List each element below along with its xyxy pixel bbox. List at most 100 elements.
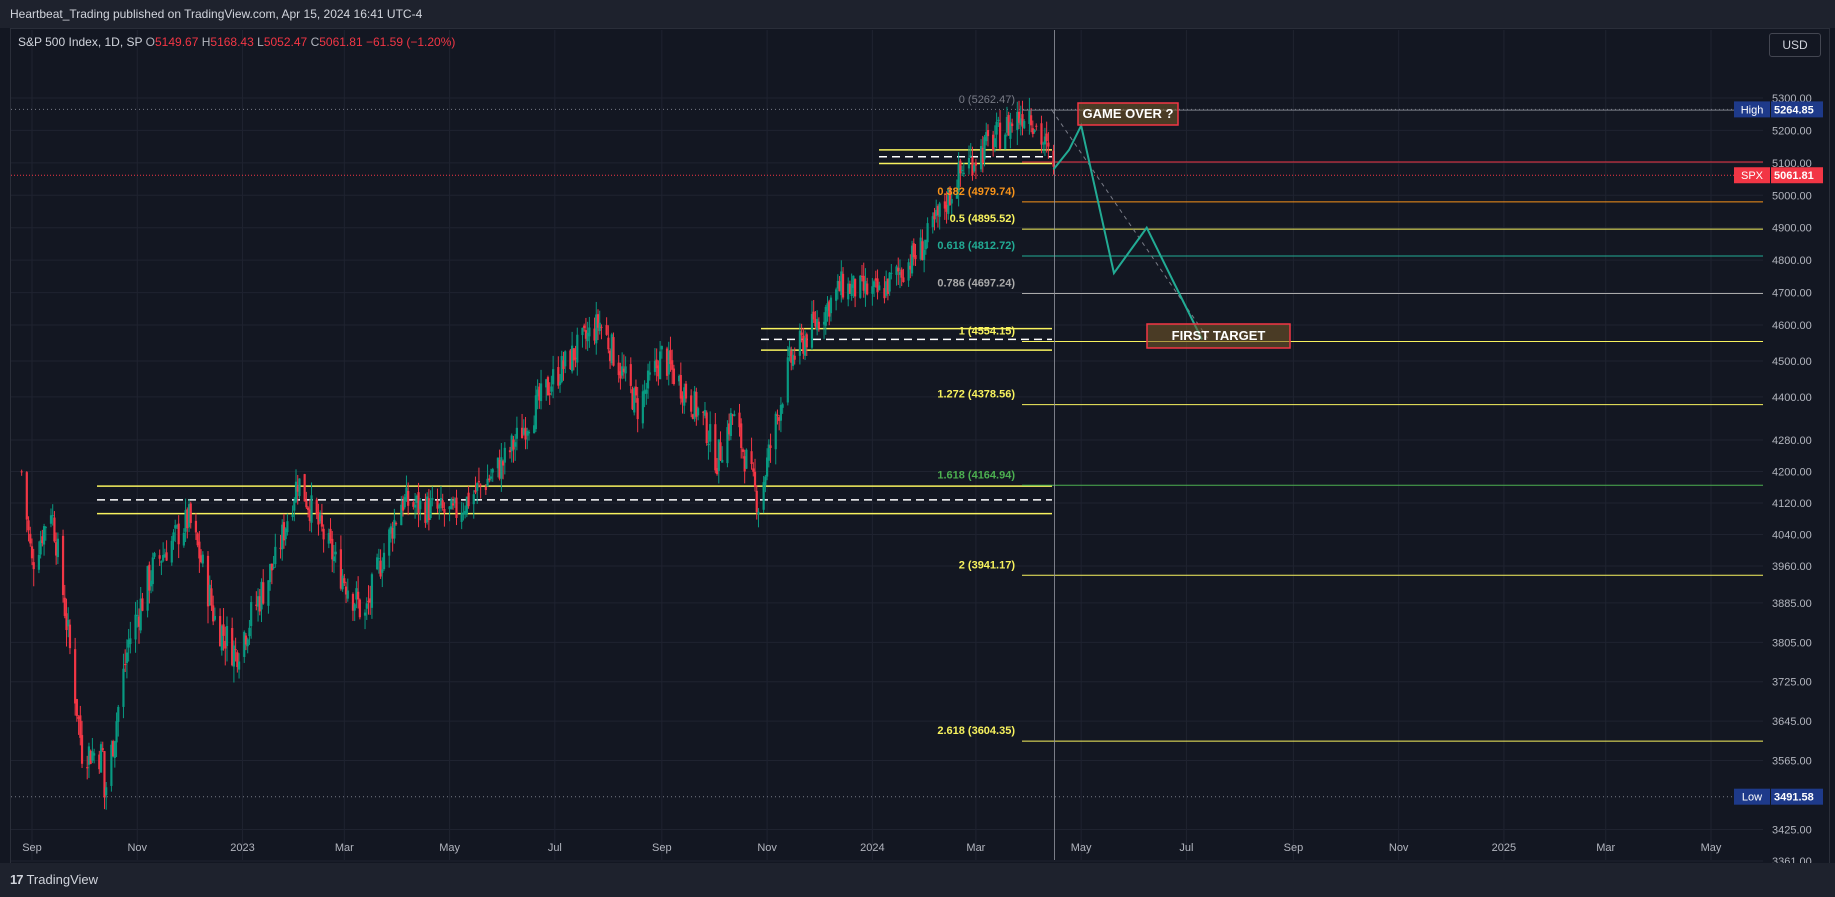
candle-body	[98, 754, 101, 770]
y-tick-label: 5100.00	[1772, 158, 1812, 170]
candle-body	[997, 119, 1000, 121]
candle-body	[935, 209, 938, 217]
candle-body	[460, 512, 463, 522]
candle-body	[645, 389, 648, 394]
open-label: O	[145, 35, 155, 49]
price-tag-label: High	[1741, 104, 1764, 116]
candle-body	[112, 741, 115, 757]
x-tick-label: Mar	[335, 842, 354, 854]
candle-body	[574, 357, 577, 360]
candle-body	[733, 414, 736, 417]
candle-body	[250, 602, 253, 627]
candle-body	[136, 615, 139, 617]
x-tick-label: Jul	[548, 842, 562, 854]
candle-body	[344, 586, 348, 595]
candle-body	[584, 330, 588, 339]
candle-body	[91, 751, 94, 761]
candle-body	[705, 412, 708, 444]
candle-body	[86, 767, 89, 769]
candle-body	[752, 468, 755, 472]
candle-body	[959, 160, 962, 174]
candle-body	[816, 318, 819, 331]
candle-body	[448, 506, 451, 510]
candle-body	[218, 616, 222, 647]
candle-body	[415, 495, 418, 503]
candle-body	[305, 500, 308, 508]
candle-body	[774, 413, 777, 450]
candle-body	[576, 334, 579, 363]
candle-body	[439, 498, 443, 506]
fib-level-label: 0.5 (4895.52)	[950, 213, 1016, 225]
candle-body	[552, 369, 555, 385]
candle-body	[237, 661, 241, 670]
candle-body	[484, 486, 487, 491]
y-tick-label: 3805.00	[1772, 637, 1812, 649]
high-label: H	[201, 35, 211, 49]
candle-body	[738, 412, 741, 428]
candle-body	[351, 594, 355, 611]
candle-body	[341, 575, 344, 590]
candle-body	[672, 368, 676, 385]
candle-body	[569, 350, 572, 370]
candle-body	[53, 517, 56, 542]
candle-body	[824, 306, 827, 326]
candle-body	[598, 322, 601, 331]
x-tick-label: Nov	[757, 842, 777, 854]
chart-pane[interactable]	[10, 28, 1830, 864]
x-tick-label: Sep	[652, 842, 672, 854]
candle-body	[379, 560, 382, 577]
candle-body	[572, 348, 575, 361]
candle-body	[800, 332, 803, 336]
candle-body	[646, 370, 650, 389]
candle-body	[334, 551, 337, 555]
candle-body	[679, 375, 682, 399]
first-target-annotation-text: FIRST TARGET	[1172, 328, 1266, 343]
candle-body	[921, 241, 924, 261]
currency-button[interactable]: USD	[1769, 33, 1821, 57]
candle-body	[186, 509, 189, 529]
candle-body	[426, 496, 429, 523]
candle-body	[160, 561, 163, 563]
candle-body	[196, 533, 199, 546]
candle-body	[895, 266, 898, 275]
candle-body	[367, 600, 370, 603]
candle-body	[479, 484, 482, 486]
x-tick-label: May	[439, 842, 460, 854]
candle-body	[886, 278, 889, 294]
candle-body	[850, 284, 853, 297]
candle-body	[745, 449, 748, 469]
candle-body	[847, 283, 850, 300]
candle-body	[914, 255, 917, 260]
close-label: C	[310, 35, 320, 49]
candle-body	[308, 509, 311, 522]
candle-body	[262, 582, 265, 604]
candle-body	[412, 502, 415, 507]
candle-body	[967, 157, 971, 169]
candle-body	[897, 267, 900, 272]
price-tag-label-bg	[1734, 788, 1770, 805]
candle-body	[788, 347, 791, 357]
candle-body	[1040, 123, 1043, 145]
candle-body	[464, 510, 467, 515]
candle-body	[636, 398, 639, 420]
candle-body	[99, 744, 103, 773]
candle-body	[182, 532, 185, 546]
y-tick-label: 4800.00	[1772, 255, 1812, 267]
candle-body	[657, 365, 660, 377]
x-tick-label: Mar	[1596, 842, 1615, 854]
candle-body	[115, 721, 118, 743]
price-tag-low: Low 3491.58	[1734, 788, 1823, 805]
candle-body	[876, 278, 879, 293]
candle-body	[510, 435, 513, 452]
candle-body	[781, 404, 784, 408]
candle-body	[260, 581, 263, 610]
candle-body	[828, 301, 831, 317]
candle-body	[655, 359, 658, 369]
candle-body	[898, 272, 902, 275]
candle-body	[405, 487, 408, 501]
candle-body	[194, 520, 198, 533]
candle-body	[874, 278, 877, 281]
candle-body	[146, 566, 149, 611]
candle-body	[353, 604, 356, 611]
